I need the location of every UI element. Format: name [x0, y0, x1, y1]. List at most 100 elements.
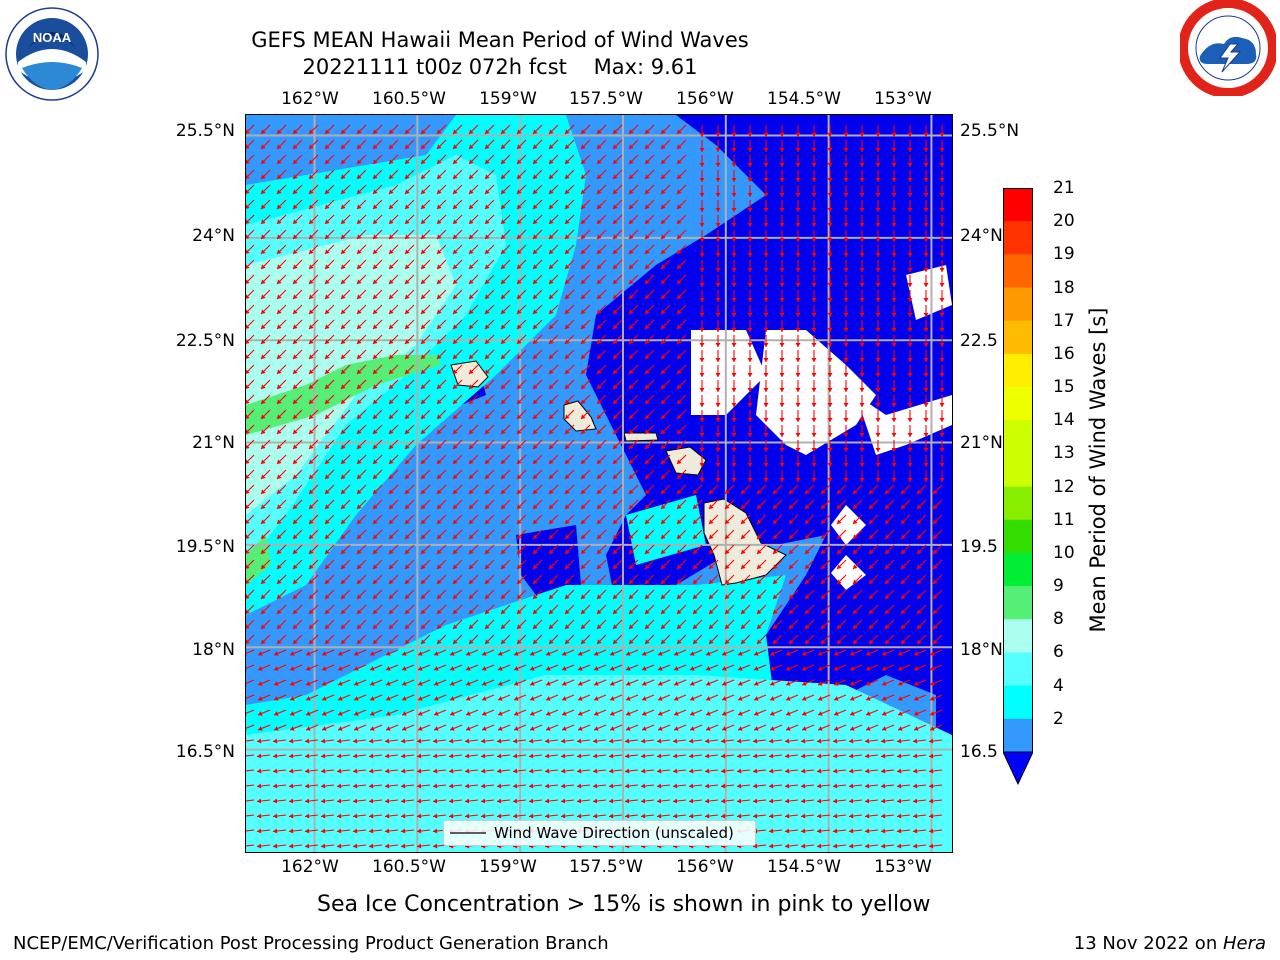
direction-arrow-head — [565, 414, 570, 419]
direction-arrow-head — [779, 358, 785, 362]
direction-arrow-head — [930, 696, 935, 701]
direction-arrow-head — [866, 681, 871, 686]
direction-arrow-head — [709, 594, 714, 599]
direction-arrow-head — [693, 489, 698, 494]
direction-arrow-head — [875, 238, 881, 242]
direction-arrow-head — [817, 798, 822, 804]
direction-arrow-head — [629, 324, 634, 329]
direction-arrow-head — [533, 399, 538, 404]
direction-arrow-head — [709, 579, 714, 584]
direction-arrow-head — [246, 624, 250, 629]
direction-arrow-head — [657, 813, 662, 819]
direction-arrow-head — [795, 298, 801, 302]
direction-arrow-head — [811, 373, 817, 377]
direction-arrow-head — [402, 696, 407, 701]
direction-arrow-head — [869, 624, 874, 629]
direction-arrow-head — [469, 399, 474, 404]
direction-arrow-head — [747, 313, 753, 317]
colorbar-segment — [1003, 387, 1033, 421]
lon-tick-bottom: 157.5°W — [569, 857, 643, 877]
direction-arrow-head — [907, 403, 913, 407]
direction-arrow-head — [274, 726, 279, 731]
direction-arrow-head — [629, 339, 634, 344]
direction-arrow-head — [513, 753, 518, 759]
direction-arrow-head — [731, 148, 737, 152]
direction-arrow-head — [261, 324, 266, 329]
direction-arrow-head — [642, 711, 647, 716]
direction-arrow-head — [482, 696, 487, 701]
direction-arrow-head — [405, 264, 410, 269]
direction-arrow-head — [321, 783, 326, 789]
colorbar-tick-label: 6 — [1053, 642, 1064, 663]
direction-arrow-head — [882, 666, 887, 671]
direction-arrow-head — [561, 783, 566, 789]
direction-arrow-head — [811, 283, 817, 287]
direction-arrow-head — [837, 489, 842, 494]
direction-arrow-head — [853, 489, 858, 494]
direction-arrow-head — [802, 711, 807, 716]
direction-arrow-head — [306, 696, 311, 701]
direction-arrow-head — [338, 726, 343, 731]
direction-arrow-head — [373, 489, 378, 494]
direction-arrow-head — [850, 666, 855, 671]
direction-arrow-head — [673, 738, 678, 744]
direction-arrow-head — [469, 474, 474, 479]
direction-arrow-head — [773, 504, 778, 509]
direction-arrow-head — [485, 489, 490, 494]
direction-arrow-head — [722, 666, 727, 671]
direction-arrow-head — [533, 339, 538, 344]
direction-arrow-head — [437, 309, 442, 314]
direction-arrow-head — [341, 204, 346, 209]
direction-arrow-head — [917, 519, 922, 524]
direction-arrow-head — [885, 579, 890, 584]
direction-arrow-head — [613, 129, 618, 134]
direction-arrow-head — [562, 681, 567, 686]
direction-arrow-head — [498, 711, 503, 716]
direction-arrow-head — [677, 309, 682, 314]
direction-arrow-head — [853, 549, 858, 554]
direction-arrow-head — [789, 579, 794, 584]
direction-arrow-head — [293, 564, 298, 569]
direction-arrow-head — [626, 666, 631, 671]
direction-arrow-head — [597, 354, 602, 359]
direction-arrow-head — [875, 433, 881, 437]
direction-arrow-head — [753, 843, 758, 849]
direction-arrow-head — [731, 433, 737, 437]
direction-arrow-head — [613, 324, 618, 329]
direction-arrow-head — [545, 768, 550, 774]
direction-arrow-head — [875, 133, 881, 137]
direction-arrow-head — [609, 753, 614, 759]
direction-arrow-head — [405, 519, 410, 524]
direction-arrow-head — [613, 174, 618, 179]
direction-arrow-head — [693, 639, 698, 644]
direction-arrow-head — [341, 129, 346, 134]
direction-arrow-head — [354, 666, 359, 671]
direction-arrow-head — [753, 768, 758, 774]
direction-arrow-head — [549, 129, 554, 134]
direction-arrow-head — [939, 178, 945, 182]
direction-arrow-head — [341, 414, 346, 419]
direction-arrow-head — [453, 279, 458, 284]
direction-arrow-head — [533, 369, 538, 374]
direction-arrow-head — [373, 369, 378, 374]
lat-tick-right: 16.5 — [960, 742, 998, 762]
direction-arrow-head — [469, 354, 474, 359]
direction-arrow-head — [645, 429, 650, 434]
direction-arrow-head — [613, 549, 618, 554]
direction-arrow-head — [485, 204, 490, 209]
direction-arrow-head — [763, 298, 769, 302]
direction-arrow-head — [289, 783, 294, 789]
direction-arrow-head — [549, 294, 554, 299]
direction-arrow-head — [565, 519, 570, 524]
direction-arrow-head — [517, 264, 522, 269]
direction-arrow-head — [449, 813, 454, 819]
direction-arrow-head — [353, 828, 358, 834]
direction-arrow-head — [341, 369, 346, 374]
direction-arrow-head — [465, 783, 470, 789]
direction-arrow-head — [699, 178, 705, 182]
direction-arrow-head — [565, 339, 570, 344]
direction-arrow-head — [769, 783, 774, 789]
direction-arrow-head — [610, 711, 615, 716]
direction-arrow-head — [257, 828, 262, 834]
direction-arrow-head — [699, 253, 705, 257]
